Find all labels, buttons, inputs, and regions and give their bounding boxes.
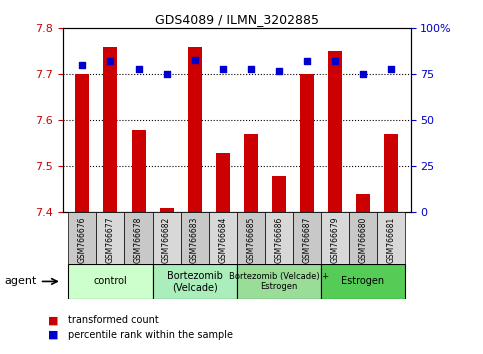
FancyBboxPatch shape [69, 264, 153, 299]
Text: agent: agent [5, 276, 37, 286]
FancyBboxPatch shape [293, 212, 321, 264]
FancyBboxPatch shape [349, 212, 377, 264]
Bar [300, 74, 314, 212]
FancyBboxPatch shape [153, 212, 181, 264]
Text: ■: ■ [48, 315, 59, 325]
Text: GSM766677: GSM766677 [106, 217, 115, 263]
Point [247, 66, 255, 72]
FancyBboxPatch shape [237, 264, 321, 299]
FancyBboxPatch shape [265, 212, 293, 264]
Text: GSM766684: GSM766684 [218, 217, 227, 263]
FancyBboxPatch shape [153, 264, 237, 299]
Text: GSM766683: GSM766683 [190, 217, 199, 263]
Text: control: control [94, 276, 128, 286]
Bar [215, 153, 229, 212]
Text: Estrogen: Estrogen [341, 276, 384, 286]
FancyBboxPatch shape [321, 264, 405, 299]
Point [387, 66, 395, 72]
Point [191, 57, 199, 62]
FancyBboxPatch shape [377, 212, 405, 264]
Text: ■: ■ [48, 330, 59, 339]
Text: GSM766680: GSM766680 [358, 217, 368, 263]
Text: GSM766686: GSM766686 [274, 217, 283, 263]
Point [275, 68, 283, 74]
Point [135, 66, 142, 72]
Bar [131, 130, 145, 212]
FancyBboxPatch shape [181, 212, 209, 264]
Text: GSM766685: GSM766685 [246, 217, 255, 263]
Point [219, 66, 227, 72]
Text: Bortezomib (Velcade) +
Estrogen: Bortezomib (Velcade) + Estrogen [228, 272, 329, 291]
Text: GSM766676: GSM766676 [78, 217, 87, 263]
FancyBboxPatch shape [209, 212, 237, 264]
Text: GSM766682: GSM766682 [162, 217, 171, 263]
Bar [187, 47, 201, 212]
Text: percentile rank within the sample: percentile rank within the sample [68, 330, 233, 339]
Bar [244, 134, 258, 212]
Bar [272, 176, 286, 212]
Bar [159, 208, 173, 212]
FancyBboxPatch shape [69, 212, 97, 264]
Point [79, 62, 86, 68]
FancyBboxPatch shape [237, 212, 265, 264]
Bar [103, 47, 117, 212]
Text: Bortezomib
(Velcade): Bortezomib (Velcade) [167, 270, 223, 292]
Point [331, 59, 339, 64]
Bar [328, 51, 342, 212]
Point [303, 59, 311, 64]
Text: transformed count: transformed count [68, 315, 158, 325]
FancyBboxPatch shape [97, 212, 125, 264]
Text: GSM766678: GSM766678 [134, 217, 143, 263]
FancyBboxPatch shape [125, 212, 153, 264]
Bar [75, 74, 89, 212]
Text: GSM766679: GSM766679 [330, 217, 340, 263]
Bar [356, 194, 370, 212]
Bar [384, 134, 398, 212]
Point [359, 72, 367, 77]
Title: GDS4089 / ILMN_3202885: GDS4089 / ILMN_3202885 [155, 13, 319, 26]
FancyBboxPatch shape [321, 212, 349, 264]
Text: GSM766687: GSM766687 [302, 217, 311, 263]
Text: GSM766681: GSM766681 [386, 217, 396, 263]
Point [163, 72, 170, 77]
Point [107, 59, 114, 64]
